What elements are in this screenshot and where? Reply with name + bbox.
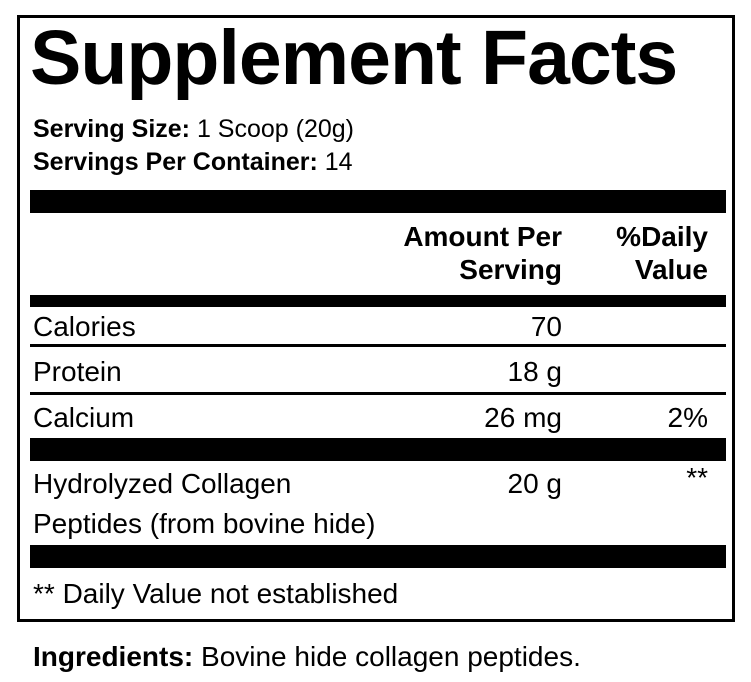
serving-size-label: Serving Size: xyxy=(33,115,190,143)
row-divider xyxy=(30,344,726,347)
row-amount-calories: 70 xyxy=(530,311,562,342)
medium-divider xyxy=(30,295,726,307)
dv-header-line1: %Daily xyxy=(616,221,708,252)
facts-panel-border xyxy=(17,15,735,622)
thick-divider xyxy=(30,545,726,568)
ingredients-value: Bovine hide collagen peptides. xyxy=(201,641,581,672)
row-dv-collagen: ** xyxy=(686,462,708,493)
ingredients-label: Ingredients: xyxy=(33,641,194,672)
ingredients: Ingredients: Bovine hide collagen peptid… xyxy=(33,643,581,671)
daily-value-header: %Daily Value xyxy=(616,220,708,286)
row-name-collagen-line2: Peptides (from bovine hide) xyxy=(33,508,376,539)
amount-per-serving-header: Amount Per Serving xyxy=(403,220,562,286)
servings-per-container-label: Servings Per Container: xyxy=(33,148,318,176)
row-name-calories: Calories xyxy=(33,311,136,342)
amount-header-line1: Amount Per xyxy=(403,221,562,252)
footnote: ** Daily Value not established xyxy=(33,578,399,609)
servings-per-container-value: 14 xyxy=(324,148,353,176)
row-amount-calcium: 26 mg xyxy=(484,402,562,433)
row-name-collagen: Hydrolyzed Collagen xyxy=(33,468,292,499)
serving-size: Serving Size: 1 Scoop (20g) xyxy=(33,117,354,142)
row-dv-calcium: 2% xyxy=(667,402,708,433)
row-amount-collagen: 20 g xyxy=(507,468,563,499)
row-name-calcium: Calcium xyxy=(33,402,135,433)
thick-divider xyxy=(30,438,726,461)
thick-divider xyxy=(30,190,726,213)
row-name-protein: Protein xyxy=(33,356,122,387)
servings-per-container: Servings Per Container: 14 xyxy=(33,150,353,175)
panel-title: Supplement Facts xyxy=(30,15,678,101)
row-amount-protein: 18 g xyxy=(507,356,563,387)
amount-header-line2: Serving xyxy=(459,254,562,285)
row-divider xyxy=(30,392,726,395)
dv-header-line2: Value xyxy=(634,254,708,285)
serving-size-value: 1 Scoop (20g) xyxy=(196,115,354,143)
